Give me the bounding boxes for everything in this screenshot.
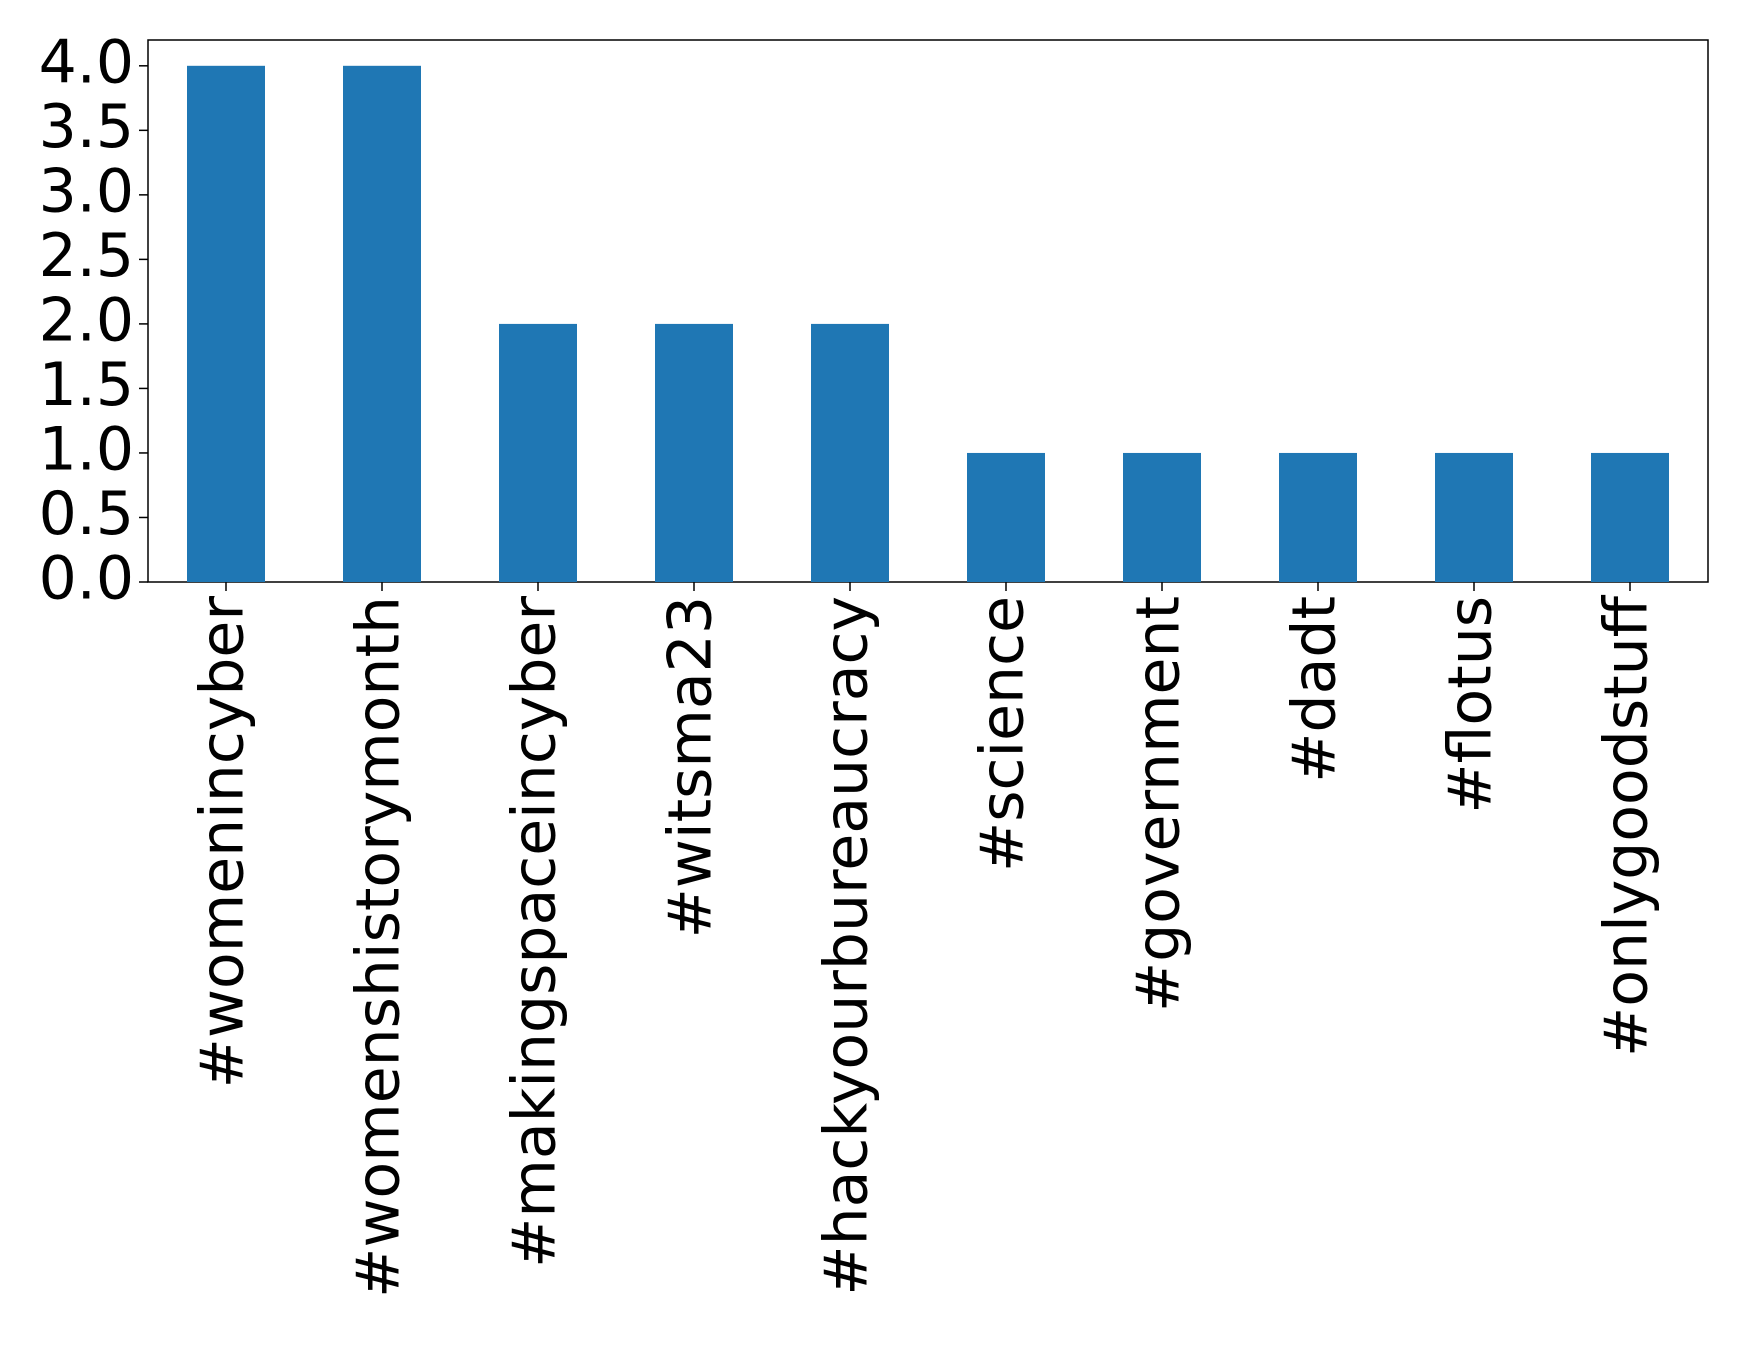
bar	[1591, 452, 1669, 582]
bar	[811, 323, 889, 582]
bar	[499, 323, 577, 582]
y-tick-label: 3.5	[39, 92, 134, 162]
bar	[343, 65, 421, 583]
x-tick-label: #witsma23	[656, 596, 726, 938]
x-tick-label: #government	[1124, 596, 1194, 1012]
x-tick-label: #womenshistorymonth	[344, 596, 414, 1298]
y-tick-label: 4.0	[39, 27, 134, 97]
bar	[967, 452, 1045, 582]
bar	[1435, 452, 1513, 582]
x-tick-label: #womenincyber	[188, 596, 258, 1089]
y-tick-label: 0.0	[39, 544, 134, 614]
bar	[187, 65, 265, 583]
y-tick-label: 0.5	[39, 479, 134, 549]
y-tick-label: 2.0	[39, 285, 134, 355]
x-tick-label: #science	[968, 596, 1038, 872]
x-tick-label: #flotus	[1436, 596, 1506, 814]
x-tick-label: #dadt	[1280, 596, 1350, 783]
y-tick-label: 1.5	[39, 350, 134, 420]
bar	[1123, 452, 1201, 582]
bar	[655, 323, 733, 582]
y-tick-label: 2.5	[39, 221, 134, 291]
x-tick-label: #makingspaceincyber	[500, 596, 570, 1268]
x-tick-label: #onlygoodstuff	[1592, 594, 1662, 1057]
x-tick-label: #hackyourbureaucracy	[812, 596, 882, 1296]
bar	[1279, 452, 1357, 582]
y-tick-label: 1.0	[39, 415, 134, 485]
plot-frame	[147, 39, 1709, 583]
y-tick-label: 3.0	[39, 156, 134, 226]
